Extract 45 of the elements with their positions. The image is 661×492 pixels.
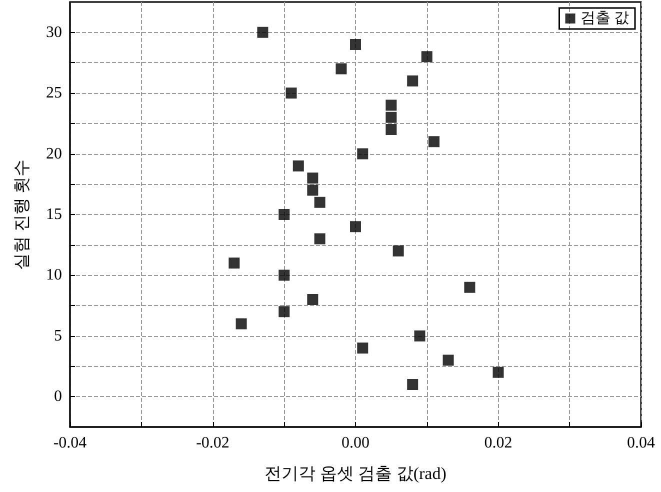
y-tick-label: 0 [54,388,62,406]
y-tick-label: 25 [46,84,62,102]
point [442,354,454,366]
point [236,318,247,330]
point [421,51,432,62]
point [464,282,476,293]
point [336,63,347,74]
point [357,148,368,160]
legend-label: 검출 값 [580,10,629,26]
point [292,160,304,172]
point [392,245,404,256]
x-tick-label: -0.04 [53,434,87,452]
point [314,196,326,208]
point [386,100,397,111]
point [278,306,290,318]
point [407,379,418,390]
x-axis-title: 전기각 옵셋 검출 값(rad) [264,464,446,483]
point [386,112,397,123]
point [307,172,318,184]
point [278,270,290,281]
point [307,294,318,305]
point [350,221,361,232]
point [386,124,397,135]
point [357,342,368,354]
point [257,26,268,38]
x-tick-label: -0.02 [196,434,230,452]
point [414,330,426,342]
point [428,136,440,148]
y-axis-title: 실험 진행 횟수 [12,159,31,270]
point [228,258,240,269]
point [350,39,361,50]
point [492,366,504,378]
x-tick-label: 0.00 [342,434,370,452]
y-tick-label: 20 [46,145,62,162]
x-tick-label: 0.02 [484,434,512,452]
y-tick-label: 10 [46,266,62,284]
y-tick-label: 5 [54,327,62,344]
y-tick-label: 30 [46,24,62,41]
point [407,75,418,86]
point [307,184,318,196]
y-tick-label: 15 [46,206,62,223]
point [278,209,290,220]
point [314,233,326,244]
point [286,88,297,99]
x-tick-label: 0.04 [627,434,655,452]
